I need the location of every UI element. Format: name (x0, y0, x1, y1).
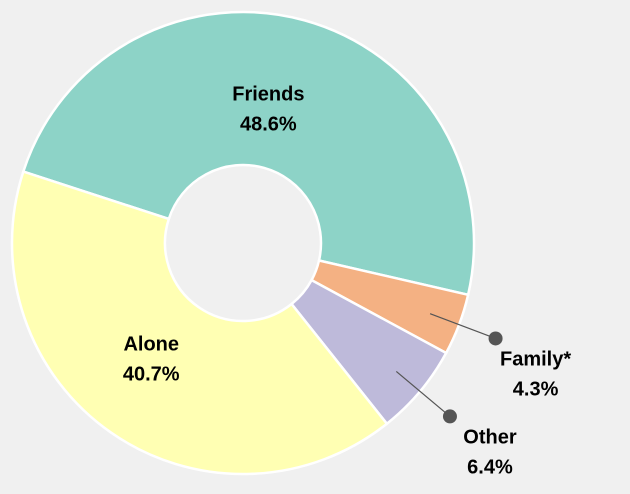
slice-label: Other (463, 427, 517, 449)
leader-dot (488, 331, 503, 346)
slice-value: 48.6% (240, 113, 297, 135)
slice (21, 10, 476, 297)
slice-value: 4.3% (513, 379, 559, 401)
leader-dot (442, 409, 457, 424)
leader-line (395, 370, 451, 417)
leader-line (429, 313, 496, 339)
slice-label: Friends (232, 83, 304, 105)
slice-label: Alone (123, 333, 179, 355)
slice-value: 40.7% (123, 363, 180, 385)
slice-label: Family* (500, 349, 571, 371)
slice (10, 170, 389, 476)
slice-value: 6.4% (467, 457, 513, 479)
